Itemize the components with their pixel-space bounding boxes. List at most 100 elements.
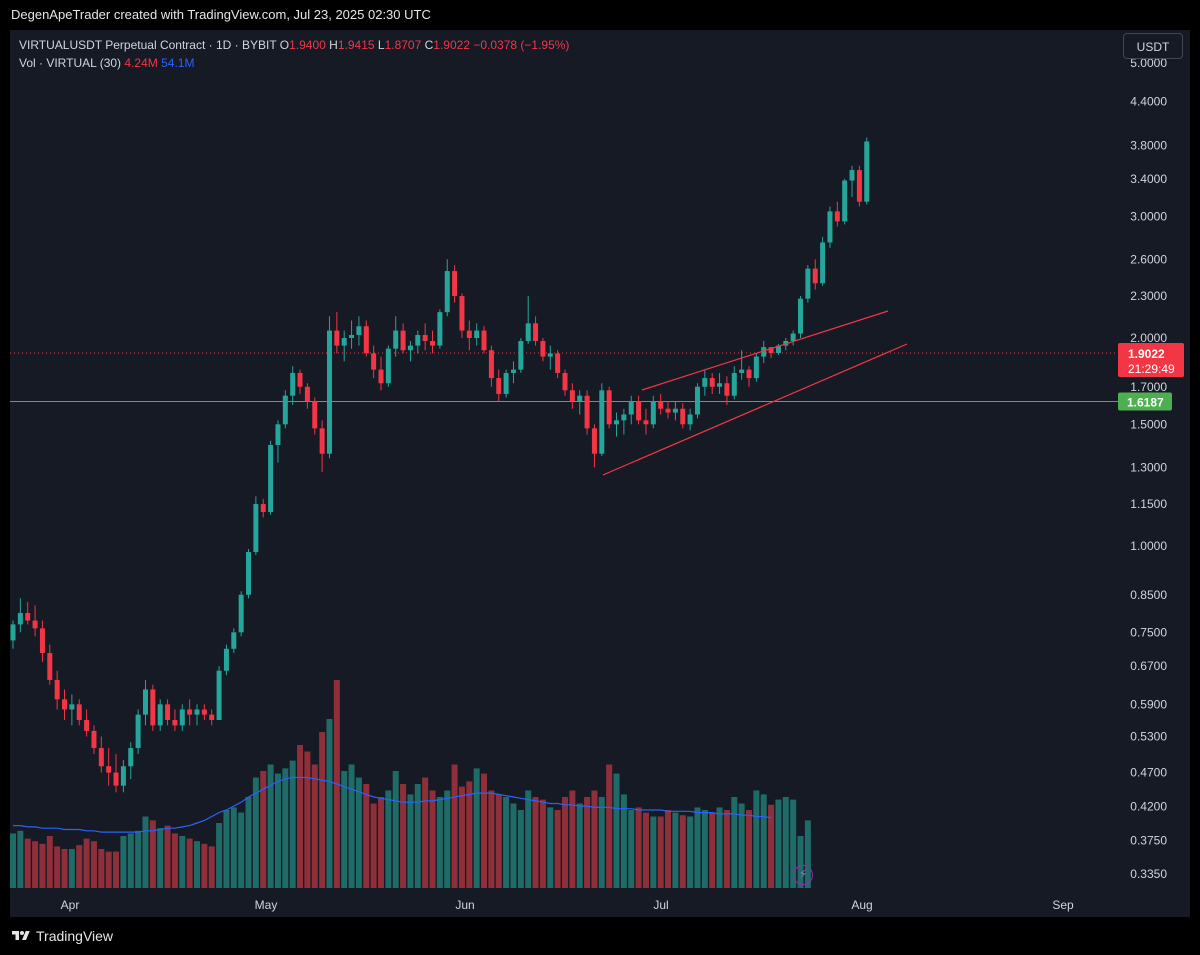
candle-body [533, 323, 539, 342]
candle-body [496, 378, 502, 394]
candle-body [731, 372, 737, 396]
support-badge [1118, 392, 1172, 411]
candle-body [312, 401, 318, 429]
lightning-icon[interactable]: ⚡ [793, 865, 813, 885]
currency-button[interactable]: USDT [1123, 33, 1183, 59]
volume-bar [392, 771, 399, 888]
y-tick-label: 2.0000 [1130, 331, 1167, 345]
footer-brand: TradingView [36, 928, 114, 944]
candle-body [540, 341, 546, 357]
volume-bar [782, 797, 789, 888]
candle-body [717, 383, 723, 387]
candle-body [812, 268, 818, 284]
channel-upper-line[interactable] [641, 310, 889, 391]
volume-bar [620, 794, 627, 888]
candle-body [385, 348, 391, 384]
volume-bar [105, 851, 112, 888]
candle-body [510, 369, 516, 373]
chart-panel[interactable] [10, 30, 1190, 917]
candle-body [69, 704, 75, 710]
volume-bar [39, 843, 46, 888]
candle-body [113, 772, 119, 786]
header-bar: DegenApeTrader created with TradingView.… [0, 0, 1200, 30]
volume-bar [716, 807, 723, 888]
candle-body [437, 312, 443, 346]
candle-body [209, 714, 215, 720]
y-tick-label: 1.0000 [1130, 539, 1167, 553]
y-tick-label: 1.3000 [1130, 460, 1167, 474]
volume-bar [297, 745, 304, 888]
x-tick-label: Sep [1052, 898, 1074, 912]
volume-bar [245, 797, 252, 888]
volume-bar [355, 777, 362, 888]
candle-body [724, 383, 730, 396]
volume-label[interactable]: Vol · VIRTUAL (30) [19, 56, 122, 70]
volume-bar [635, 807, 642, 888]
volume-bar [738, 803, 745, 888]
candle-body [349, 335, 355, 338]
candle-body [47, 653, 53, 680]
volume-bar [120, 836, 127, 888]
y-tick-label: 0.7500 [1130, 625, 1167, 639]
candle-body [172, 719, 178, 726]
candle-body [606, 390, 612, 425]
candle-body [253, 504, 259, 553]
volume-bar [591, 790, 598, 888]
volume-bar [510, 803, 517, 888]
y-tick-label: 0.4700 [1130, 766, 1167, 780]
candle-body [297, 372, 303, 387]
candle-body [25, 612, 31, 621]
candle-body [842, 180, 848, 222]
volume-ma-value: 54.1M [161, 56, 195, 70]
candle-body [371, 353, 377, 370]
volume-bar [458, 786, 465, 888]
candle-body [614, 420, 620, 425]
candle-body [680, 408, 686, 425]
candle-body [650, 401, 656, 425]
volume-bar [135, 830, 142, 888]
volume-bar [429, 790, 436, 888]
channel-lower-line[interactable] [602, 343, 908, 476]
y-tick-label: 4.4000 [1130, 94, 1167, 108]
symbol-name[interactable]: VIRTUALUSDT Perpetual Contract · 1D · BY… [19, 38, 277, 52]
volume-bar [363, 784, 370, 888]
candle-body [518, 341, 524, 370]
candle-body [569, 390, 575, 402]
candle-body [753, 356, 759, 379]
open-label: O [279, 38, 290, 52]
candle-body [268, 445, 274, 512]
candle-body [422, 335, 428, 342]
candle-body [142, 689, 148, 715]
volume-bar [451, 764, 458, 888]
volume-bar [32, 841, 39, 888]
volume-bar [554, 810, 561, 888]
volume-bar [46, 836, 53, 888]
candle-body [304, 386, 310, 402]
candle-body [636, 401, 642, 421]
volume-bar [385, 790, 392, 888]
volume-bar [804, 820, 811, 888]
candle-body [282, 395, 288, 425]
candle-body [246, 552, 252, 595]
volume-bar [650, 816, 657, 888]
low-value: 1.8707 [384, 38, 422, 52]
volume-bar [517, 810, 524, 888]
volume-bar [473, 768, 480, 888]
volume-bar [760, 794, 767, 888]
candle-body [687, 414, 693, 425]
volume-bar [436, 797, 443, 888]
candle-body [165, 704, 171, 720]
volume-bar [466, 781, 473, 888]
volume-bar [598, 797, 605, 888]
candle-body [17, 612, 23, 625]
candle-body [10, 624, 16, 641]
volume-bar [613, 773, 620, 888]
candle-body [334, 330, 340, 346]
volume-bar [194, 841, 200, 888]
y-tick-label: 0.3750 [1130, 833, 1167, 847]
high-value: 1.9415 [337, 38, 375, 52]
volume-bar [547, 807, 554, 888]
volume-value: 4.24M [124, 56, 158, 70]
volume-bar [687, 816, 694, 888]
